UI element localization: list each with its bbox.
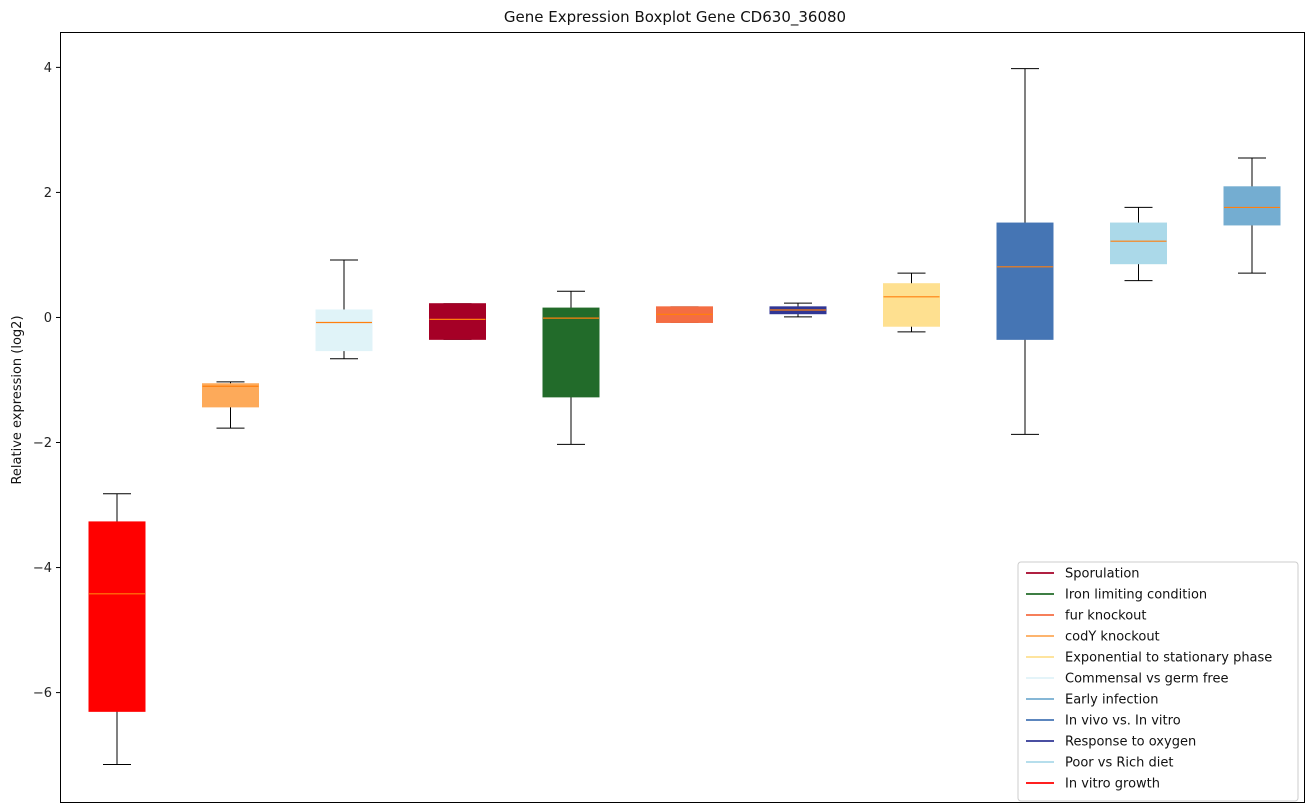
box-body	[1110, 222, 1167, 265]
box-body	[315, 309, 373, 352]
box-body	[542, 307, 600, 398]
box-0	[88, 493, 146, 765]
chart-title: Gene Expression Boxplot Gene CD630_36080	[504, 8, 846, 27]
legend-label: In vivo vs. In vitro	[1065, 714, 1181, 729]
plot-frame	[60, 32, 1305, 803]
legend: Sporulation Iron limiting condition fur kn…	[1017, 561, 1299, 802]
y-tick-label: 0	[44, 311, 52, 326]
legend-label: fur knockout	[1065, 609, 1147, 624]
y-tick-label: 2	[44, 186, 52, 201]
box-4	[542, 290, 600, 445]
legend-label: In vitro growth	[1065, 777, 1160, 792]
y-tick-label: −6	[33, 686, 52, 701]
y-axis-label: Relative expression (log2)	[10, 315, 25, 484]
box-1	[202, 381, 259, 429]
legend-label: Poor vs Rich diet	[1065, 756, 1173, 771]
box-2	[315, 259, 373, 360]
y-tick-label: −2	[33, 436, 52, 451]
legend-label: Commensal vs germ free	[1065, 672, 1228, 687]
box-body	[88, 521, 146, 712]
box-body	[429, 303, 486, 340]
box-body	[202, 383, 259, 408]
legend-frame	[1017, 561, 1299, 802]
legend-label: Early infection	[1065, 693, 1158, 708]
box-9	[1110, 206, 1167, 282]
box-body	[996, 222, 1054, 340]
legend-label: Exponential to stationary phase	[1065, 651, 1272, 666]
y-tick-label: −4	[33, 561, 52, 576]
box-5	[656, 306, 713, 323]
y-axis: −6 −4 −2 0 2 4	[33, 61, 61, 701]
legend-label: Iron limiting condition	[1065, 588, 1207, 603]
box-body	[1223, 186, 1281, 226]
box-3	[429, 303, 486, 340]
legend-label: codY knockout	[1065, 630, 1160, 645]
box-7	[883, 272, 940, 333]
legend-label: Sporulation	[1065, 567, 1140, 582]
box-6	[769, 302, 827, 318]
box-10	[1223, 157, 1281, 274]
box-8	[996, 68, 1054, 435]
plot-area	[88, 68, 1281, 765]
y-tick-label: 4	[44, 61, 52, 76]
legend-label: Response to oxygen	[1065, 735, 1196, 750]
box-body	[883, 283, 940, 327]
